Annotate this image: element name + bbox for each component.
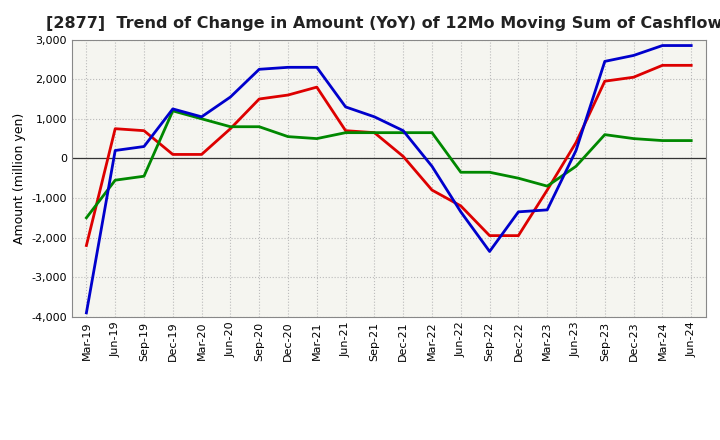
Investing Cashflow bbox=[255, 124, 264, 129]
Investing Cashflow bbox=[370, 130, 379, 135]
Investing Cashflow bbox=[82, 215, 91, 220]
Operating Cashflow bbox=[197, 152, 206, 157]
Line: Operating Cashflow: Operating Cashflow bbox=[86, 65, 691, 246]
Investing Cashflow bbox=[284, 134, 292, 139]
Investing Cashflow bbox=[312, 136, 321, 141]
Operating Cashflow bbox=[428, 187, 436, 193]
Operating Cashflow bbox=[312, 84, 321, 90]
Operating Cashflow bbox=[140, 128, 148, 133]
Free Cashflow bbox=[658, 43, 667, 48]
Free Cashflow bbox=[226, 94, 235, 99]
Y-axis label: Amount (million yen): Amount (million yen) bbox=[13, 113, 26, 244]
Title: [2877]  Trend of Change in Amount (YoY) of 12Mo Moving Sum of Cashflows: [2877] Trend of Change in Amount (YoY) o… bbox=[46, 16, 720, 32]
Operating Cashflow bbox=[82, 243, 91, 248]
Free Cashflow bbox=[600, 59, 609, 64]
Operating Cashflow bbox=[514, 233, 523, 238]
Free Cashflow bbox=[428, 164, 436, 169]
Free Cashflow bbox=[514, 209, 523, 214]
Operating Cashflow bbox=[485, 233, 494, 238]
Operating Cashflow bbox=[111, 126, 120, 131]
Investing Cashflow bbox=[399, 130, 408, 135]
Investing Cashflow bbox=[428, 130, 436, 135]
Operating Cashflow bbox=[629, 74, 638, 80]
Operating Cashflow bbox=[399, 154, 408, 159]
Operating Cashflow bbox=[687, 62, 696, 68]
Operating Cashflow bbox=[658, 62, 667, 68]
Operating Cashflow bbox=[543, 187, 552, 193]
Operating Cashflow bbox=[456, 203, 465, 209]
Free Cashflow bbox=[341, 104, 350, 110]
Operating Cashflow bbox=[255, 96, 264, 102]
Free Cashflow bbox=[572, 148, 580, 153]
Operating Cashflow bbox=[341, 128, 350, 133]
Investing Cashflow bbox=[341, 130, 350, 135]
Free Cashflow bbox=[687, 43, 696, 48]
Investing Cashflow bbox=[572, 164, 580, 169]
Investing Cashflow bbox=[543, 183, 552, 189]
Investing Cashflow bbox=[658, 138, 667, 143]
Free Cashflow bbox=[629, 53, 638, 58]
Free Cashflow bbox=[399, 128, 408, 133]
Free Cashflow bbox=[370, 114, 379, 119]
Investing Cashflow bbox=[168, 108, 177, 114]
Investing Cashflow bbox=[226, 124, 235, 129]
Operating Cashflow bbox=[284, 92, 292, 98]
Investing Cashflow bbox=[485, 169, 494, 175]
Operating Cashflow bbox=[226, 126, 235, 131]
Investing Cashflow bbox=[140, 173, 148, 179]
Operating Cashflow bbox=[168, 152, 177, 157]
Investing Cashflow bbox=[111, 177, 120, 183]
Free Cashflow bbox=[197, 114, 206, 119]
Investing Cashflow bbox=[514, 176, 523, 181]
Operating Cashflow bbox=[572, 140, 580, 145]
Free Cashflow bbox=[284, 65, 292, 70]
Free Cashflow bbox=[255, 66, 264, 72]
Line: Investing Cashflow: Investing Cashflow bbox=[86, 111, 691, 218]
Investing Cashflow bbox=[456, 169, 465, 175]
Operating Cashflow bbox=[600, 78, 609, 84]
Free Cashflow bbox=[543, 207, 552, 213]
Investing Cashflow bbox=[687, 138, 696, 143]
Free Cashflow bbox=[485, 249, 494, 254]
Operating Cashflow bbox=[370, 130, 379, 135]
Investing Cashflow bbox=[600, 132, 609, 137]
Free Cashflow bbox=[82, 310, 91, 315]
Investing Cashflow bbox=[629, 136, 638, 141]
Free Cashflow bbox=[456, 209, 465, 214]
Free Cashflow bbox=[168, 106, 177, 111]
Free Cashflow bbox=[111, 148, 120, 153]
Free Cashflow bbox=[140, 144, 148, 149]
Line: Free Cashflow: Free Cashflow bbox=[86, 45, 691, 313]
Free Cashflow bbox=[312, 65, 321, 70]
Investing Cashflow bbox=[197, 116, 206, 121]
